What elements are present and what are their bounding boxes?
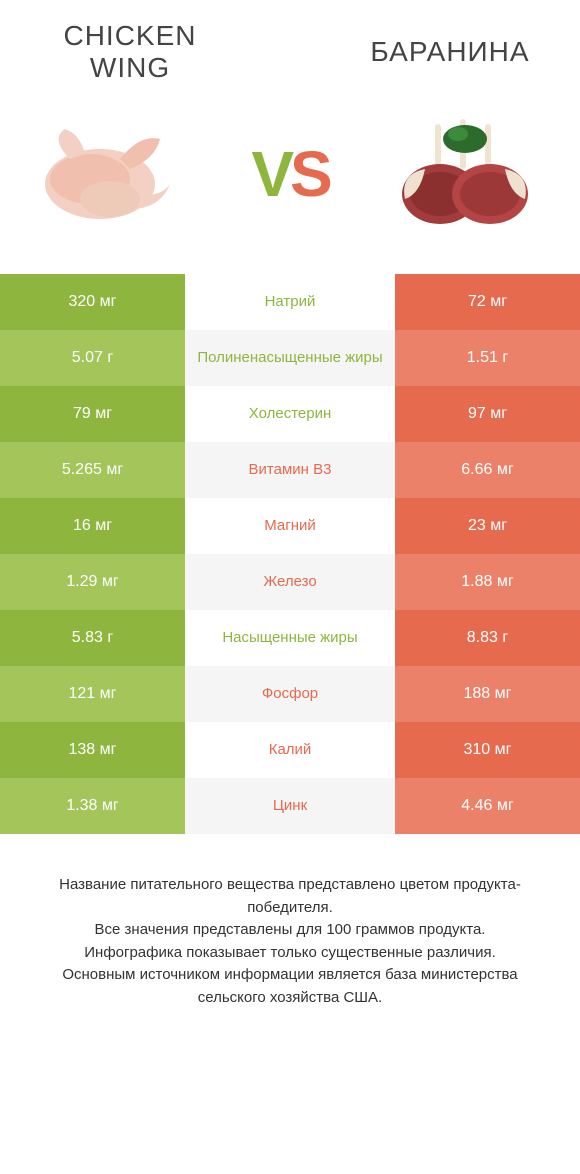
left-value: 5.265 мг	[0, 442, 185, 498]
left-value: 1.38 мг	[0, 778, 185, 834]
chicken-wing-image	[30, 104, 200, 244]
nutrient-table: 320 мгНатрий72 мг5.07 гПолиненасыщенные …	[0, 274, 580, 834]
left-value: 5.83 г	[0, 610, 185, 666]
nutrient-name: Натрий	[185, 274, 395, 330]
nutrient-row: 79 мгХолестерин97 мг	[0, 386, 580, 442]
left-value: 1.29 мг	[0, 554, 185, 610]
footer-line-2: Все значения представлены для 100 граммо…	[28, 919, 552, 942]
images-row: VS	[0, 94, 580, 274]
nutrient-name: Магний	[185, 498, 395, 554]
header-row: Chicken wing Баранина	[0, 0, 580, 94]
nutrient-row: 1.29 мгЖелезо1.88 мг	[0, 554, 580, 610]
nutrient-row: 5.83 гНасыщенные жиры8.83 г	[0, 610, 580, 666]
nutrient-row: 16 мгМагний23 мг	[0, 498, 580, 554]
right-value: 188 мг	[395, 666, 580, 722]
right-value: 4.46 мг	[395, 778, 580, 834]
footer-notes: Название питательного вещества представл…	[0, 834, 580, 1029]
nutrient-row: 5.07 гПолиненасыщенные жиры1.51 г	[0, 330, 580, 386]
right-value: 6.66 мг	[395, 442, 580, 498]
nutrient-name: Цинк	[185, 778, 395, 834]
nutrient-name: Калий	[185, 722, 395, 778]
nutrient-name: Насыщенные жиры	[185, 610, 395, 666]
vs-s: S	[290, 138, 329, 210]
nutrient-row: 5.265 мгВитамин B36.66 мг	[0, 442, 580, 498]
left-product-title: Chicken wing	[30, 20, 230, 84]
right-product-title: Баранина	[350, 36, 550, 68]
nutrient-row: 1.38 мгЦинк4.46 мг	[0, 778, 580, 834]
nutrient-row: 121 мгФосфор188 мг	[0, 666, 580, 722]
right-value: 310 мг	[395, 722, 580, 778]
right-value: 1.88 мг	[395, 554, 580, 610]
right-value: 23 мг	[395, 498, 580, 554]
nutrient-name: Полиненасыщенные жиры	[185, 330, 395, 386]
vs-label: VS	[251, 137, 328, 211]
right-value: 97 мг	[395, 386, 580, 442]
left-value: 79 мг	[0, 386, 185, 442]
lamb-image	[380, 104, 550, 244]
nutrient-name: Холестерин	[185, 386, 395, 442]
nutrient-name: Витамин B3	[185, 442, 395, 498]
right-value: 72 мг	[395, 274, 580, 330]
nutrient-name: Железо	[185, 554, 395, 610]
nutrient-name: Фосфор	[185, 666, 395, 722]
nutrient-row: 138 мгКалий310 мг	[0, 722, 580, 778]
left-value: 5.07 г	[0, 330, 185, 386]
left-value: 138 мг	[0, 722, 185, 778]
left-value: 16 мг	[0, 498, 185, 554]
footer-line-3: Инфографика показывает только существенн…	[28, 942, 552, 965]
right-value: 1.51 г	[395, 330, 580, 386]
left-value: 320 мг	[0, 274, 185, 330]
nutrient-row: 320 мгНатрий72 мг	[0, 274, 580, 330]
left-value: 121 мг	[0, 666, 185, 722]
footer-line-1: Название питательного вещества представл…	[28, 874, 552, 919]
vs-v: V	[251, 138, 290, 210]
right-value: 8.83 г	[395, 610, 580, 666]
footer-line-4: Основным источником информации является …	[28, 964, 552, 1009]
